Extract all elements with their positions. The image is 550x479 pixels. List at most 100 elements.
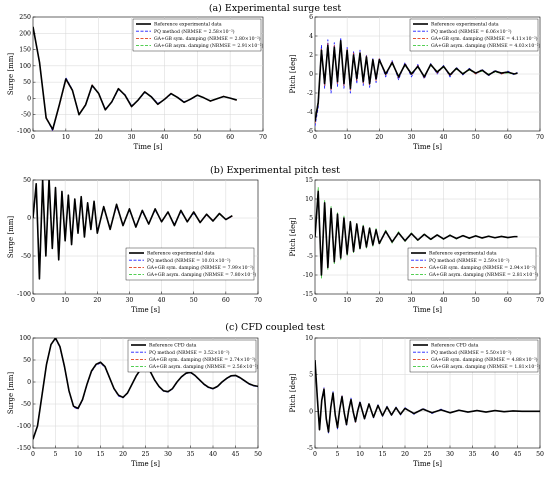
x-tick-label: 40 <box>440 297 448 304</box>
x-axis-label: Time [s] <box>413 143 442 151</box>
y-axis-label: Surge [mm] <box>7 372 15 415</box>
y-tick-label: -150 <box>17 445 31 452</box>
x-tick-label: 40 <box>491 451 499 458</box>
x-tick-label: 40 <box>158 297 166 304</box>
y-tick-label: 50 <box>23 177 31 184</box>
legend-label-sym: GA+GB sym. damping (NRMSE = 4.11×10⁻²) <box>431 35 538 42</box>
legend-label-pq: PQ method (NRMSE = 5.50×10⁻²) <box>431 349 512 356</box>
y-tick-label: 0 <box>309 408 313 415</box>
y-tick-label: 50 <box>23 357 31 364</box>
y-tick-label: -10 <box>303 272 313 279</box>
y-tick-label: 10 <box>305 335 313 342</box>
legend-label-pq: PQ method (NRMSE = 10.01×10⁻²) <box>147 257 231 264</box>
series-line-reference <box>315 359 540 433</box>
legend-label-pq: PQ method (NRMSE = 2.59×10⁻²) <box>429 257 510 264</box>
x-tick-label: 0 <box>31 297 35 304</box>
legend-box <box>127 339 257 373</box>
x-tick-label: 10 <box>343 297 351 304</box>
x-tick-label: 20 <box>375 297 383 304</box>
y-axis-label: Surge [mm] <box>7 216 15 259</box>
y-tick-label: -100 <box>17 291 31 298</box>
series-line-reference <box>33 180 233 280</box>
x-tick-label: 50 <box>190 297 198 304</box>
x-tick-label: 60 <box>222 297 230 304</box>
x-tick-label: 25 <box>142 451 150 458</box>
x-tick-label: 10 <box>74 451 82 458</box>
x-tick-label: 30 <box>446 451 454 458</box>
x-tick-label: 70 <box>536 297 544 304</box>
x-tick-label: 20 <box>375 134 383 141</box>
legend-label-pq: PQ method (NRMSE = 3.52×10⁻²) <box>149 349 230 356</box>
x-tick-label: 50 <box>472 297 480 304</box>
legend-label-sym: GA+GB sym. damping (NRMSE = 4.88×10⁻²) <box>431 356 538 363</box>
x-tick-label: 30 <box>164 451 172 458</box>
legend-label-sym: GA+GB sym. damping (NRMSE = 2.94×10⁻²) <box>429 264 536 271</box>
y-tick-label: 5 <box>309 372 313 379</box>
x-tick-label: 35 <box>469 451 477 458</box>
x-tick-label: 0 <box>313 297 317 304</box>
x-tick-label: 5 <box>336 451 340 458</box>
x-tick-label: 50 <box>254 451 262 458</box>
legend-label-reference: Reference CFD data <box>431 343 479 349</box>
x-tick-label: 5 <box>54 451 58 458</box>
legend-label-sym: GA+GB sym. damping (NRMSE = 2.80×10⁻²) <box>154 35 261 42</box>
x-tick-label: 10 <box>356 451 364 458</box>
x-tick-label: 15 <box>97 451 105 458</box>
y-tick-label: 100 <box>19 335 31 342</box>
y-tick-label: 0 <box>27 95 31 102</box>
y-tick-label: 100 <box>19 63 31 70</box>
y-tick-label: -15 <box>303 291 313 298</box>
legend-label-asym: GA+GB asym. damping (NRMSE = 2.91×10⁻²) <box>154 42 264 49</box>
y-tick-label: -5 <box>307 253 313 260</box>
y-tick-label: 50 <box>23 79 31 86</box>
x-tick-label: 20 <box>401 451 409 458</box>
legend-box <box>407 247 537 281</box>
y-axis-label: Surge [mm] <box>7 53 15 96</box>
x-axis-label: Time [s] <box>131 460 160 468</box>
x-tick-label: 15 <box>379 451 387 458</box>
y-tick-label: -100 <box>17 423 31 430</box>
x-tick-label: 50 <box>472 134 480 141</box>
chart-panel-4: 0 5 10 15 20 25 30 35 40 45 50 -150 -100 -50 0 50 100 Tim… <box>7 335 262 468</box>
legend-label-pq: PQ method (NRMSE = 6.06×10⁻²) <box>431 28 512 35</box>
x-axis-label: Time [s] <box>134 143 163 151</box>
x-tick-label: 45 <box>232 451 240 458</box>
x-axis-label: Time [s] <box>131 306 160 314</box>
x-tick-label: 70 <box>536 134 544 141</box>
y-tick-label: -50 <box>21 401 31 408</box>
y-tick-label: 6 <box>309 14 313 21</box>
y-tick-label: 0 <box>309 234 313 241</box>
y-tick-label: -2 <box>307 90 313 97</box>
y-tick-label: -50 <box>21 253 31 260</box>
series-line-reference <box>33 26 237 131</box>
legend-label-pq: PQ method (NRMSE = 2.58×10⁻²) <box>154 28 235 35</box>
legend-label-asym: GA+GB asym. damping (NRMSE = 2.56×10⁻²) <box>149 363 259 370</box>
chart-panel-2: 0 10 20 30 40 50 60 70 -100 -50 0 50 Time [s] Surge [… <box>7 177 262 314</box>
x-tick-label: 70 <box>259 134 267 141</box>
x-tick-label: 30 <box>125 297 133 304</box>
legend-label-reference: Reference CFD data <box>149 343 197 349</box>
legend-label-reference: Reference experimental data <box>154 22 222 28</box>
legend-label-asym: GA+GB asym. damping (NRMSE = 2.81×10⁻²) <box>429 271 539 278</box>
y-tick-label: -100 <box>17 128 31 135</box>
y-tick-label: -50 <box>21 112 31 119</box>
y-tick-label: 2 <box>309 52 313 59</box>
x-tick-label: 0 <box>313 451 317 458</box>
legend-label-asym: GA+GB asym. damping (NRMSE = 4.03×10⁻²) <box>431 42 541 49</box>
x-tick-label: 40 <box>209 451 217 458</box>
x-axis-label: Time [s] <box>413 460 442 468</box>
y-tick-label: 200 <box>19 30 31 37</box>
y-tick-label: -5 <box>307 445 313 452</box>
x-tick-label: 20 <box>93 297 101 304</box>
x-tick-label: 0 <box>313 134 317 141</box>
y-tick-label: 10 <box>305 196 313 203</box>
chart-panel-3: 0 10 20 30 40 50 60 70 -15 -10 -5 0 5 10 15 Time [s] Pit… <box>289 177 544 314</box>
legend-label-reference: Reference experimental data <box>429 251 497 257</box>
series-line-sym <box>315 39 518 124</box>
x-tick-label: 60 <box>226 134 234 141</box>
x-tick-label: 50 <box>193 134 201 141</box>
y-tick-label: -4 <box>307 109 313 116</box>
